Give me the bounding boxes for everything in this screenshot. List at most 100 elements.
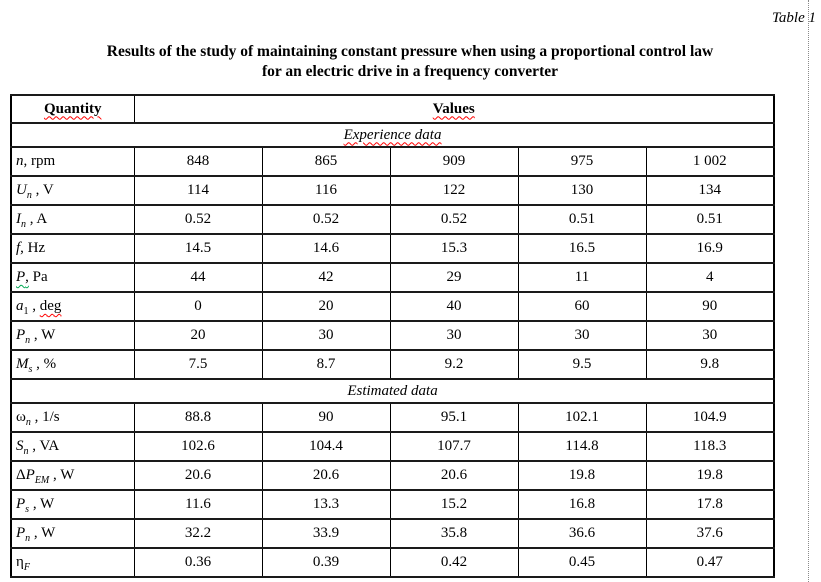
- quantity-symbol: F: [23, 562, 30, 573]
- quantity-symbol: ,: [28, 298, 40, 314]
- quantity-symbol: , V: [31, 182, 54, 198]
- quantity-symbol: 1: [23, 306, 29, 317]
- table-row: Un , V 114 116 122 130 134: [10, 175, 775, 206]
- quantity-symbol: , VA: [28, 438, 60, 454]
- quantity-column-header: Quantity: [10, 94, 135, 124]
- value-cell: 30: [645, 320, 775, 351]
- value-cell: 102.1: [517, 402, 647, 433]
- value-cell: 60: [517, 291, 647, 322]
- quantity-symbol: deg: [39, 298, 62, 314]
- quantity-cell: ηF: [10, 547, 135, 578]
- table-row: Ms , % 7.5 8.7 9.2 9.5 9.8: [10, 349, 775, 380]
- quantity-symbol: S: [16, 438, 24, 454]
- value-cell: 0.45: [517, 547, 647, 578]
- section-header-row: Experience data: [10, 122, 775, 148]
- value-cell: 975: [517, 146, 647, 177]
- quantity-symbol: I: [16, 211, 21, 227]
- table-row: Sn , VA 102.6 104.4 107.7 114.8 118.3: [10, 431, 775, 462]
- value-cell: 0.52: [389, 204, 519, 235]
- value-cell: 30: [261, 320, 391, 351]
- value-cell: 9.5: [517, 349, 647, 380]
- quantity-symbol: P: [16, 496, 26, 512]
- section-label: Experience data: [10, 122, 775, 148]
- quantity-symbol: n: [25, 335, 31, 346]
- quantity-symbol: , rpm: [23, 153, 56, 169]
- table-row: Pn , W 20 30 30 30 30: [10, 320, 775, 351]
- value-cell: 32.2: [133, 518, 263, 549]
- quantity-symbol: ω: [16, 409, 26, 425]
- table-row: ωn , 1/s 88.8 90 95.1 102.1 104.9: [10, 402, 775, 433]
- value-cell: 15.3: [389, 233, 519, 264]
- value-cell: 20.6: [389, 460, 519, 491]
- quantity-symbol: ,: [25, 269, 29, 285]
- quantity-symbol: η: [16, 554, 24, 570]
- value-cell: 20: [133, 320, 263, 351]
- quantity-symbol: , 1/s: [30, 409, 60, 425]
- value-cell: 102.6: [133, 431, 263, 462]
- quantity-cell: Pn , W: [10, 518, 135, 549]
- value-cell: 1 002: [645, 146, 775, 177]
- value-cell: 88.8: [133, 402, 263, 433]
- value-cell: 0: [133, 291, 263, 322]
- quantity-cell: a1 , deg: [10, 291, 135, 322]
- quantity-symbol: P: [16, 525, 26, 541]
- quantity-symbol: n: [21, 219, 26, 230]
- value-cell: 20: [261, 291, 391, 322]
- value-cell: 13.3: [261, 489, 391, 520]
- value-cell: 33.9: [261, 518, 391, 549]
- value-cell: 114: [133, 175, 263, 206]
- value-cell: 35.8: [389, 518, 519, 549]
- section-header-row: Estimated data: [10, 378, 775, 404]
- value-cell: 0.52: [261, 204, 391, 235]
- quantity-symbol: n: [23, 446, 29, 457]
- value-cell: 122: [389, 175, 519, 206]
- quantity-symbol: s: [25, 504, 30, 515]
- value-cell: 95.1: [389, 402, 519, 433]
- value-cell: 90: [261, 402, 391, 433]
- value-cell: 0.47: [645, 547, 775, 578]
- value-cell: 0.51: [517, 204, 647, 235]
- value-cell: 107.7: [389, 431, 519, 462]
- table-row: ηF 0.36 0.39 0.42 0.45 0.47: [10, 547, 775, 578]
- table-row: Pn , W 32.2 33.9 35.8 36.6 37.6: [10, 518, 775, 549]
- document-title: Results of the study of maintaining cons…: [30, 42, 790, 82]
- results-table-body: Quantity Values Experience data n, rpm 848…: [10, 94, 775, 578]
- value-cell: 0.39: [261, 547, 391, 578]
- quantity-cell: Ms , %: [10, 349, 135, 380]
- value-cell: 16.8: [517, 489, 647, 520]
- quantity-symbol: n: [16, 153, 24, 169]
- quantity-cell: In , A: [10, 204, 135, 235]
- table-row: n, rpm 848 865 909 975 1 002: [10, 146, 775, 177]
- value-cell: 11: [517, 262, 647, 293]
- value-cell: 90: [645, 291, 775, 322]
- quantity-cell: n, rpm: [10, 146, 135, 177]
- value-cell: 42: [261, 262, 391, 293]
- quantity-symbol: s: [28, 364, 33, 375]
- quantity-symbol: Pa: [28, 269, 48, 285]
- value-cell: 30: [389, 320, 519, 351]
- quantity-cell: P, Pa: [10, 262, 135, 293]
- document-title-line1: Results of the study of maintaining cons…: [106, 43, 714, 60]
- value-cell: 19.8: [645, 460, 775, 491]
- value-cell: 104.4: [261, 431, 391, 462]
- quantity-cell: Ps , W: [10, 489, 135, 520]
- table-row: ΔPEM , W 20.6 20.6 20.6 19.8 19.8: [10, 460, 775, 491]
- quantity-cell: ΔPEM , W: [10, 460, 135, 491]
- value-cell: 16.9: [645, 233, 775, 264]
- value-cell: 9.2: [389, 349, 519, 380]
- value-cell: 17.8: [645, 489, 775, 520]
- value-cell: 36.6: [517, 518, 647, 549]
- quantity-symbol: , W: [30, 327, 56, 343]
- value-cell: 15.2: [389, 489, 519, 520]
- value-cell: 104.9: [645, 402, 775, 433]
- value-cell: 4: [645, 262, 775, 293]
- value-cell: 40: [389, 291, 519, 322]
- table-row: In , A 0.52 0.52 0.52 0.51 0.51: [10, 204, 775, 235]
- value-cell: 8.7: [261, 349, 391, 380]
- value-cell: 134: [645, 175, 775, 206]
- quantity-symbol: n: [25, 533, 31, 544]
- quantity-symbol: M: [16, 356, 29, 372]
- value-cell: 11.6: [133, 489, 263, 520]
- value-cell: 20.6: [261, 460, 391, 491]
